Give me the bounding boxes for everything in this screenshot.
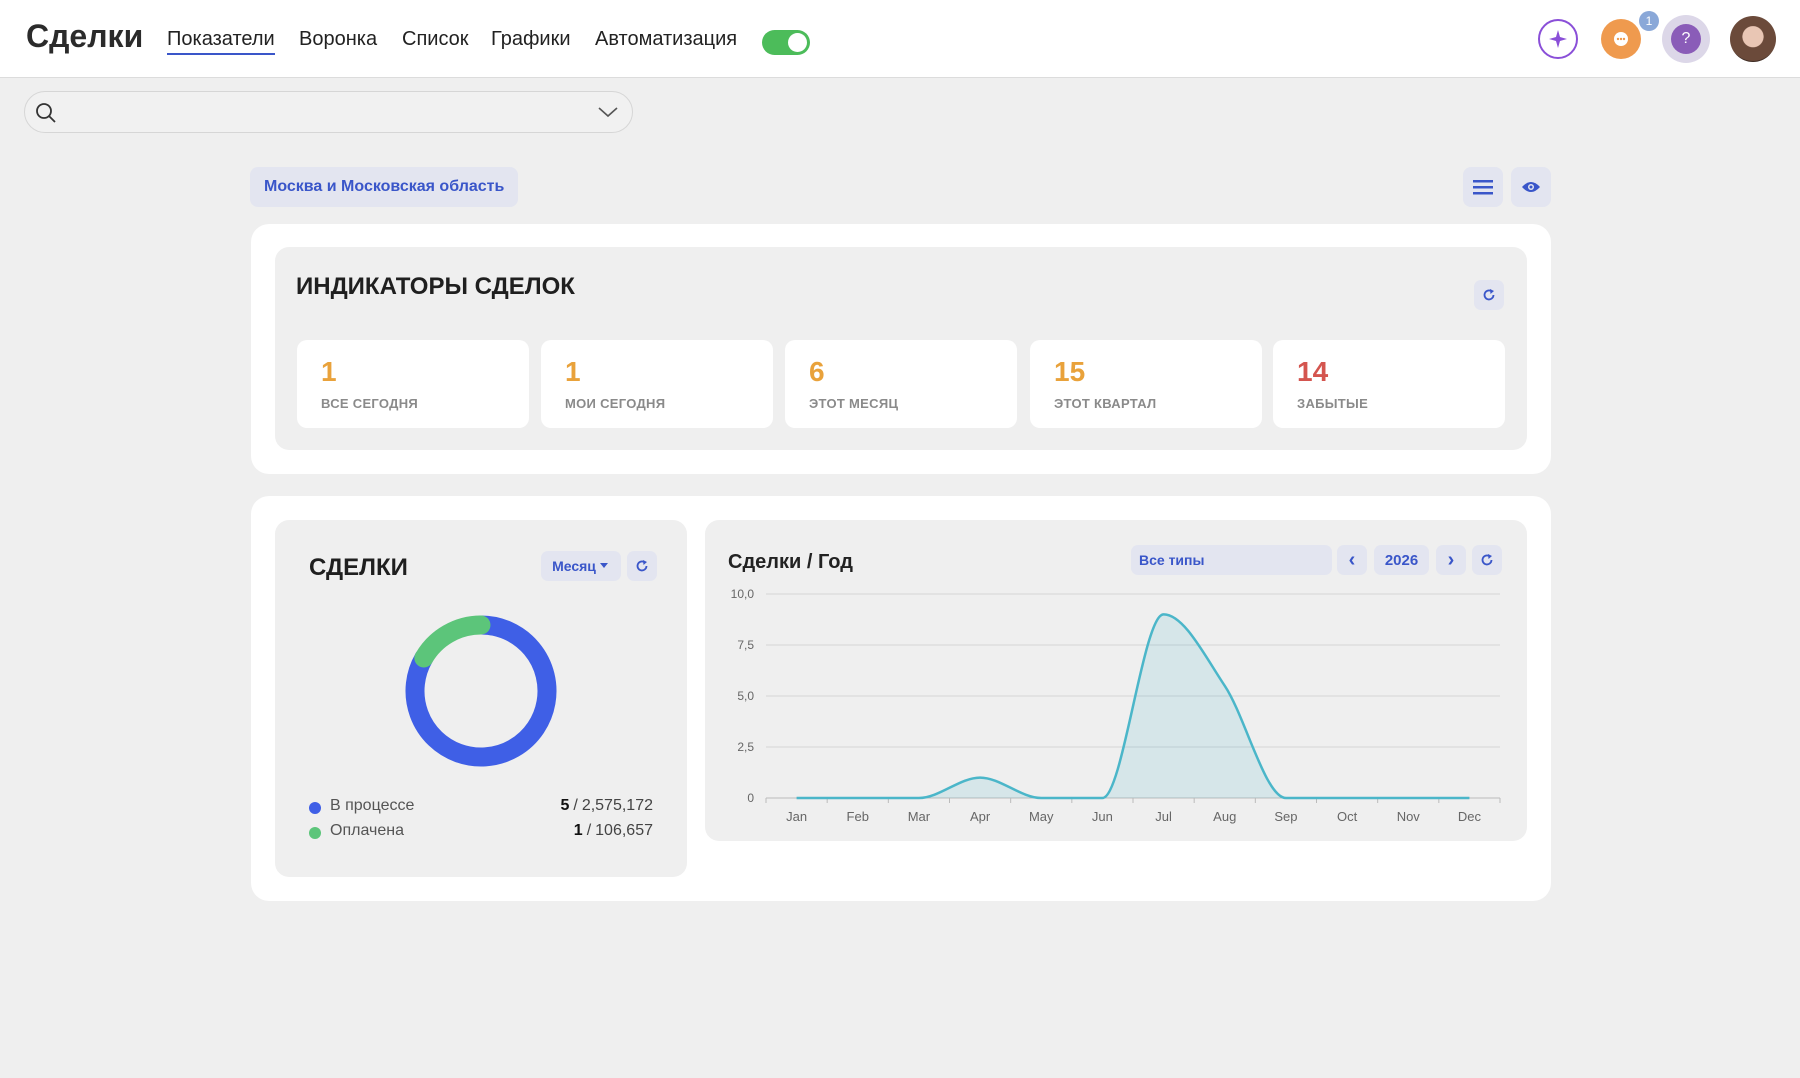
- page-title: Сделки: [26, 18, 144, 54]
- legend-value: 5/2,575,172: [560, 797, 653, 815]
- refresh-icon: [1481, 554, 1493, 566]
- indicator-value: 14: [1297, 356, 1329, 387]
- refresh-button[interactable]: [1472, 545, 1502, 575]
- deal-sum: 2,575,172: [581, 797, 653, 814]
- help-button[interactable]: ?: [1662, 15, 1710, 63]
- indicator-value: 15: [1054, 356, 1086, 387]
- nav-tab[interactable]: Автоматизация: [595, 28, 738, 50]
- toggle[interactable]: [762, 30, 810, 55]
- separator: /: [573, 797, 578, 814]
- deal-count: 1: [573, 822, 583, 839]
- refresh-icon: [1483, 289, 1495, 301]
- prev-year[interactable]: ‹: [1337, 545, 1367, 575]
- ai-button[interactable]: [1538, 19, 1578, 59]
- separator: /: [586, 822, 592, 839]
- nav-tab[interactable]: Графики: [491, 28, 571, 50]
- legend-dot: [309, 802, 321, 814]
- chat-icon: [1614, 32, 1628, 46]
- legend-dot: [309, 827, 321, 839]
- caret: [599, 563, 608, 568]
- deal-count: 5: [560, 797, 570, 814]
- indicator-label: ВСЕ СЕГОДНЯ: [321, 396, 419, 411]
- refresh-button[interactable]: [1474, 280, 1504, 310]
- indicator-value: 1: [321, 356, 337, 387]
- indicator-value: 6: [809, 356, 825, 387]
- legend-label: В процессе: [330, 797, 415, 814]
- indicators-title: ИНДИКАТОРЫ СДЕЛОК: [296, 273, 575, 300]
- indicator-card: 1 МОИ СЕГОДНЯ: [541, 340, 773, 428]
- year-chart-title: Сделки / Год: [728, 551, 853, 573]
- period-label: Месяц: [552, 558, 596, 574]
- header: Сделки Показатели Воронка Список Графики Авт…: [0, 0, 1800, 78]
- search-box[interactable]: [24, 91, 633, 133]
- nav-tab[interactable]: Воронка: [299, 28, 378, 50]
- avatar[interactable]: [1730, 16, 1776, 62]
- nav-tab[interactable]: Список: [402, 28, 469, 50]
- help-icon: ?: [1671, 24, 1701, 54]
- period-select[interactable]: Месяц: [541, 551, 621, 581]
- indicator-card: 1 ВСЕ СЕГОДНЯ: [297, 340, 529, 428]
- sparkle-icon: [1549, 30, 1567, 48]
- deal-sum: 106,657: [595, 822, 653, 839]
- nav-tab[interactable]: Показатели: [167, 28, 275, 55]
- indicator-card: 14 ЗАБЫТЫЕ: [1273, 340, 1505, 428]
- indicator-card: 15 ЭТОТ КВАРТАЛ: [1030, 340, 1262, 428]
- indicator-label: МОИ СЕГОДНЯ: [565, 396, 666, 411]
- legend-label: Оплачена: [330, 822, 404, 839]
- search-icon: [36, 103, 56, 123]
- year-panel: Сделки / Год Все типы ‹ 2026 ›: [705, 520, 1527, 841]
- indicator-label: ЗАБЫТЫЕ: [1297, 396, 1369, 411]
- menu-icon: [1473, 180, 1493, 195]
- deals-title: СДЕЛКИ: [309, 554, 408, 581]
- chat-button[interactable]: [1601, 19, 1641, 59]
- next-year[interactable]: ›: [1436, 545, 1466, 575]
- indicator-card: 6 ЭТОТ МЕСЯЦ: [785, 340, 1017, 428]
- legend-value: 1/106,657: [574, 822, 653, 840]
- indicator-value: 1: [565, 356, 581, 387]
- region-chip[interactable]: Москва и Московская область: [250, 167, 519, 207]
- refresh-button[interactable]: [627, 551, 657, 581]
- list-view-button[interactable]: [1463, 167, 1503, 207]
- eye-icon: [1522, 182, 1540, 192]
- type-filter[interactable]: Все типы: [1131, 545, 1332, 575]
- notification-badge: 1: [1639, 11, 1659, 31]
- visibility-button[interactable]: [1511, 167, 1551, 207]
- year-label: 2026: [1374, 545, 1429, 575]
- refresh-icon: [636, 560, 648, 572]
- indicator-label: ЭТОТ МЕСЯЦ: [809, 396, 899, 411]
- indicator-label: ЭТОТ КВАРТАЛ: [1054, 396, 1157, 411]
- dropdown-arrow: [598, 107, 618, 118]
